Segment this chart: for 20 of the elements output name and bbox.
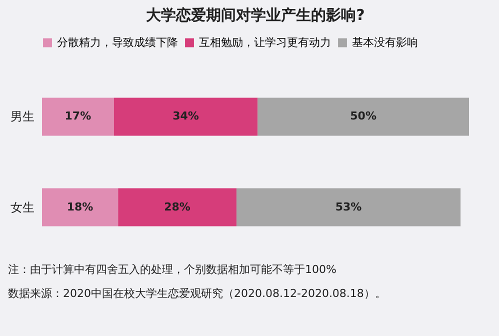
chart-title: 大学恋爱期间对学业产生的影响?: [146, 6, 365, 24]
data-label: 17%: [64, 110, 92, 123]
bar: [42, 98, 114, 136]
text: 注：由于计算中有四舍五入的处理，个别数据相加可能不等于100%: [8, 262, 338, 277]
y-tick-label: 女生: [10, 200, 34, 214]
data-label: 28%: [164, 200, 190, 214]
y-tick-label: 男生: [10, 110, 34, 124]
data-label: 53%: [335, 200, 362, 214]
bar: [42, 188, 118, 226]
data-label: 18%: [66, 200, 94, 214]
bar: [236, 188, 461, 226]
data-label: 34%: [172, 110, 199, 123]
data-label: 50%: [350, 110, 376, 123]
legend-label: 互相勉励，让学习更有动力: [199, 36, 331, 49]
bar: [118, 188, 236, 226]
bar: [258, 98, 469, 136]
legend-label: 分散精力，导致成绩下降: [57, 36, 178, 49]
source-note: 数据来源：2020中国在校大学生恋爱观研究（2020.08.12-2020.08.18）。: [8, 286, 387, 301]
legend-label: 基本没有影响: [352, 36, 418, 49]
bar: [114, 98, 258, 136]
